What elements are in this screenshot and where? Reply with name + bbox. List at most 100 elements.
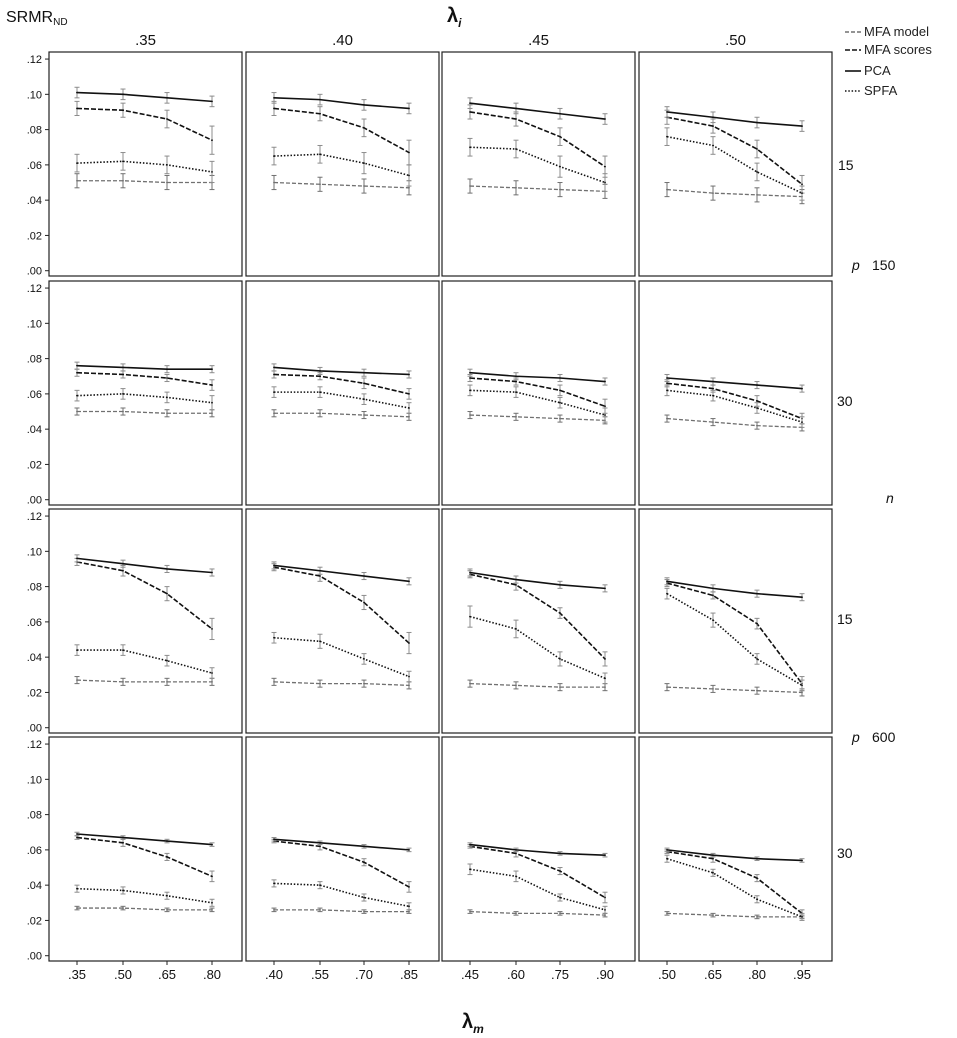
data-point-pca <box>122 93 124 96</box>
panel-r2-c2 <box>245 280 440 506</box>
data-point-mfa-scores <box>604 165 606 168</box>
y-tick-label: .10 <box>27 89 42 101</box>
series-mfa-model <box>664 683 805 697</box>
x-tick-label: .90 <box>596 967 614 982</box>
data-point-spfa <box>363 896 365 899</box>
series-line-spfa <box>469 868 606 911</box>
data-point-spfa <box>666 857 668 860</box>
data-point-mfa-model <box>319 908 321 911</box>
data-point-mfa-scores <box>363 126 365 129</box>
data-point-mfa-scores <box>319 845 321 848</box>
series-line-mfa-model <box>76 679 212 683</box>
data-point-mfa-scores <box>712 857 714 860</box>
y-tick-label: .08 <box>27 125 42 137</box>
series-line-spfa <box>666 592 803 687</box>
legend-label-mfa-model: MFA model <box>864 24 929 39</box>
series-mfa-model <box>664 182 805 205</box>
x-tick-label: .35 <box>68 967 86 982</box>
data-point-pca <box>273 366 275 369</box>
series-mfa-scores <box>467 570 608 667</box>
series-line-mfa-scores <box>273 840 410 888</box>
series-pca <box>467 97 608 125</box>
x-tick-label: .40 <box>265 967 283 982</box>
x-tick-label: .50 <box>658 967 676 982</box>
series-line-mfa-model <box>666 188 803 198</box>
data-point-pca <box>756 384 758 386</box>
series-line-mfa-model <box>469 910 606 916</box>
y-tick-label: .12 <box>27 54 42 66</box>
series-spfa <box>74 152 215 184</box>
data-point-pca <box>559 852 561 855</box>
series-spfa <box>271 879 412 911</box>
data-point-spfa <box>559 896 561 899</box>
data-point-mfa-scores <box>408 642 410 644</box>
x-tick-label: .85 <box>400 967 418 982</box>
panel-r1-c4 <box>638 51 833 277</box>
data-point-pca <box>604 587 606 590</box>
series-line-mfa-scores <box>666 582 803 685</box>
data-point-mfa-scores <box>363 382 365 385</box>
y-tick-label: .04 <box>27 652 42 664</box>
data-point-pca <box>319 569 321 572</box>
data-point-pca <box>76 91 78 94</box>
series-line-mfa-model <box>274 412 410 418</box>
data-point-pca <box>515 107 517 110</box>
data-point-spfa <box>122 649 124 652</box>
y-tick-label: .00 <box>27 723 42 735</box>
data-point-spfa <box>273 636 275 639</box>
series-line-mfa-model <box>274 909 409 913</box>
data-point-mfa-scores <box>408 151 410 154</box>
series-line-pca <box>666 111 803 127</box>
data-point-pca <box>604 118 606 120</box>
series-line-mfa-scores <box>666 382 803 420</box>
data-point-mfa-scores <box>211 384 213 386</box>
x-tick-label: .80 <box>203 967 221 982</box>
series-line-mfa-model <box>77 180 212 184</box>
series-line-spfa <box>666 857 803 918</box>
top-axis-title: λi <box>447 5 462 30</box>
data-point-spfa <box>166 163 168 166</box>
data-point-mfa-model <box>469 910 471 913</box>
p-value-2: 600 <box>872 729 896 745</box>
data-point-mfa-model <box>273 680 275 683</box>
y-tick-label: .08 <box>27 354 42 366</box>
data-point-spfa <box>408 905 410 908</box>
series-spfa <box>467 605 608 685</box>
series-line-mfa-scores <box>76 107 213 141</box>
panel-r4-c3: .45 .60 .75 .90 <box>441 736 636 982</box>
y-tick-label: .06 <box>27 389 42 401</box>
data-point-spfa <box>273 882 275 885</box>
series-spfa <box>467 137 608 192</box>
data-point-pca <box>122 562 124 565</box>
panel-grid: .35 .40 .45 .50 .00 .02 .04 .06 .08 .10 .12 .00 .02.… <box>27 32 833 982</box>
panel-r3-c3 <box>441 508 636 734</box>
data-point-mfa-scores <box>756 148 758 150</box>
data-point-spfa <box>211 672 213 674</box>
series-line-spfa <box>666 389 803 423</box>
panel-frame <box>638 51 833 277</box>
y-tick-label: .00 <box>27 951 42 963</box>
data-point-mfa-scores <box>408 886 410 888</box>
data-point-mfa-model <box>756 689 758 692</box>
series-line-pca <box>273 97 410 110</box>
data-point-spfa <box>76 649 78 652</box>
data-point-spfa <box>515 391 517 394</box>
data-point-mfa-scores <box>515 852 517 855</box>
data-point-pca <box>363 104 365 106</box>
series-line-spfa <box>469 146 606 184</box>
data-point-mfa-model <box>408 910 410 913</box>
data-point-spfa <box>801 192 803 195</box>
data-point-pca <box>604 854 606 857</box>
series-line-mfa-scores <box>469 111 606 168</box>
x-tick-label: .45 <box>461 967 479 982</box>
series-spfa <box>664 127 805 201</box>
legend-label-spfa: SPFA <box>864 83 898 98</box>
y-tick-label: .06 <box>27 617 42 629</box>
data-point-mfa-scores <box>801 183 803 186</box>
panel-r2-c4 <box>638 280 833 506</box>
data-point-pca <box>756 592 758 595</box>
panel-r4-c2: .40 .55 .70 .85 <box>245 736 440 982</box>
data-point-mfa-model <box>363 414 365 416</box>
facet-labels-right: 15 p 150 30 n 15 p 600 30 <box>837 157 896 861</box>
data-point-mfa-model <box>273 181 275 184</box>
